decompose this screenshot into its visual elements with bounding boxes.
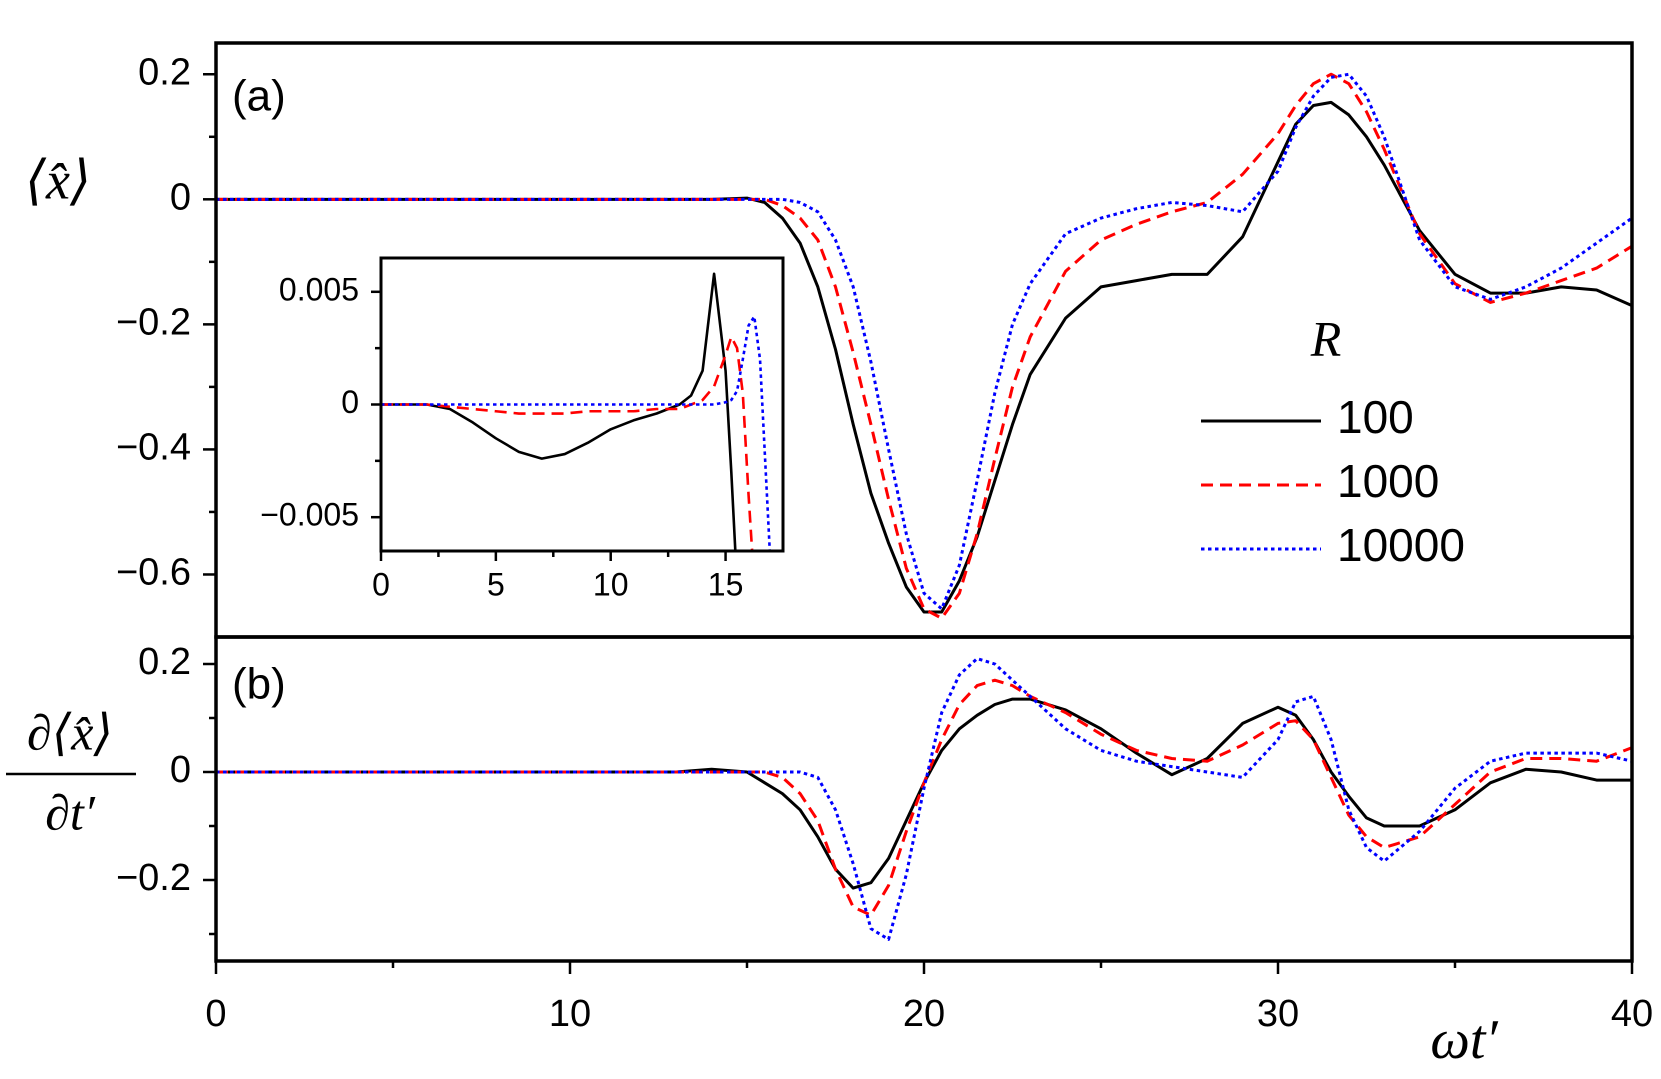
y-axis-label-numerator: ∂⟨x̂⟩ — [27, 704, 113, 760]
plot-frame — [214, 635, 1634, 963]
x-tick-label: 5 — [487, 566, 505, 602]
legend-label: 1000 — [1337, 455, 1439, 507]
y-tick-label: −0.2 — [116, 857, 191, 899]
legend-label: 100 — [1337, 391, 1414, 443]
legend-title: R — [1310, 310, 1342, 366]
x-tick-label: 10 — [549, 993, 591, 1035]
y-tick-label: 0 — [170, 749, 191, 791]
legend-label: 10000 — [1337, 519, 1465, 571]
series-line — [381, 272, 737, 551]
y-tick-label: 0 — [341, 384, 359, 420]
series-line — [381, 335, 754, 551]
series-line — [216, 657, 1632, 941]
x-tick-label: 20 — [903, 993, 945, 1035]
series-line — [381, 315, 772, 551]
y-tick-label: 0.2 — [138, 641, 191, 683]
y-tick-label: −0.2 — [116, 301, 191, 343]
x-tick-label: 0 — [372, 566, 390, 602]
y-tick-label: 0.2 — [138, 51, 191, 93]
panel-label: (a) — [232, 72, 286, 121]
y-tick-label: 0.005 — [279, 271, 359, 307]
inset-background — [381, 258, 783, 551]
y-axis-label: ⟨x̂⟩ — [25, 150, 91, 210]
series-line — [216, 72, 1632, 611]
x-tick-label: 40 — [1611, 993, 1653, 1035]
y-axis-label-denominator: ∂t′ — [45, 784, 96, 840]
x-tick-label: 15 — [708, 566, 744, 602]
y-tick-label: −0.005 — [260, 497, 359, 533]
x-tick-label: 0 — [205, 993, 226, 1035]
x-axis-label: ωt′ — [1430, 1009, 1498, 1071]
panel-label: (b) — [232, 660, 286, 709]
y-tick-label: 0 — [170, 176, 191, 218]
x-tick-label: 10 — [593, 566, 629, 602]
y-tick-label: −0.6 — [116, 552, 191, 594]
series-line — [216, 678, 1632, 917]
y-tick-label: −0.4 — [116, 426, 191, 468]
x-tick-label: 30 — [1257, 993, 1299, 1035]
